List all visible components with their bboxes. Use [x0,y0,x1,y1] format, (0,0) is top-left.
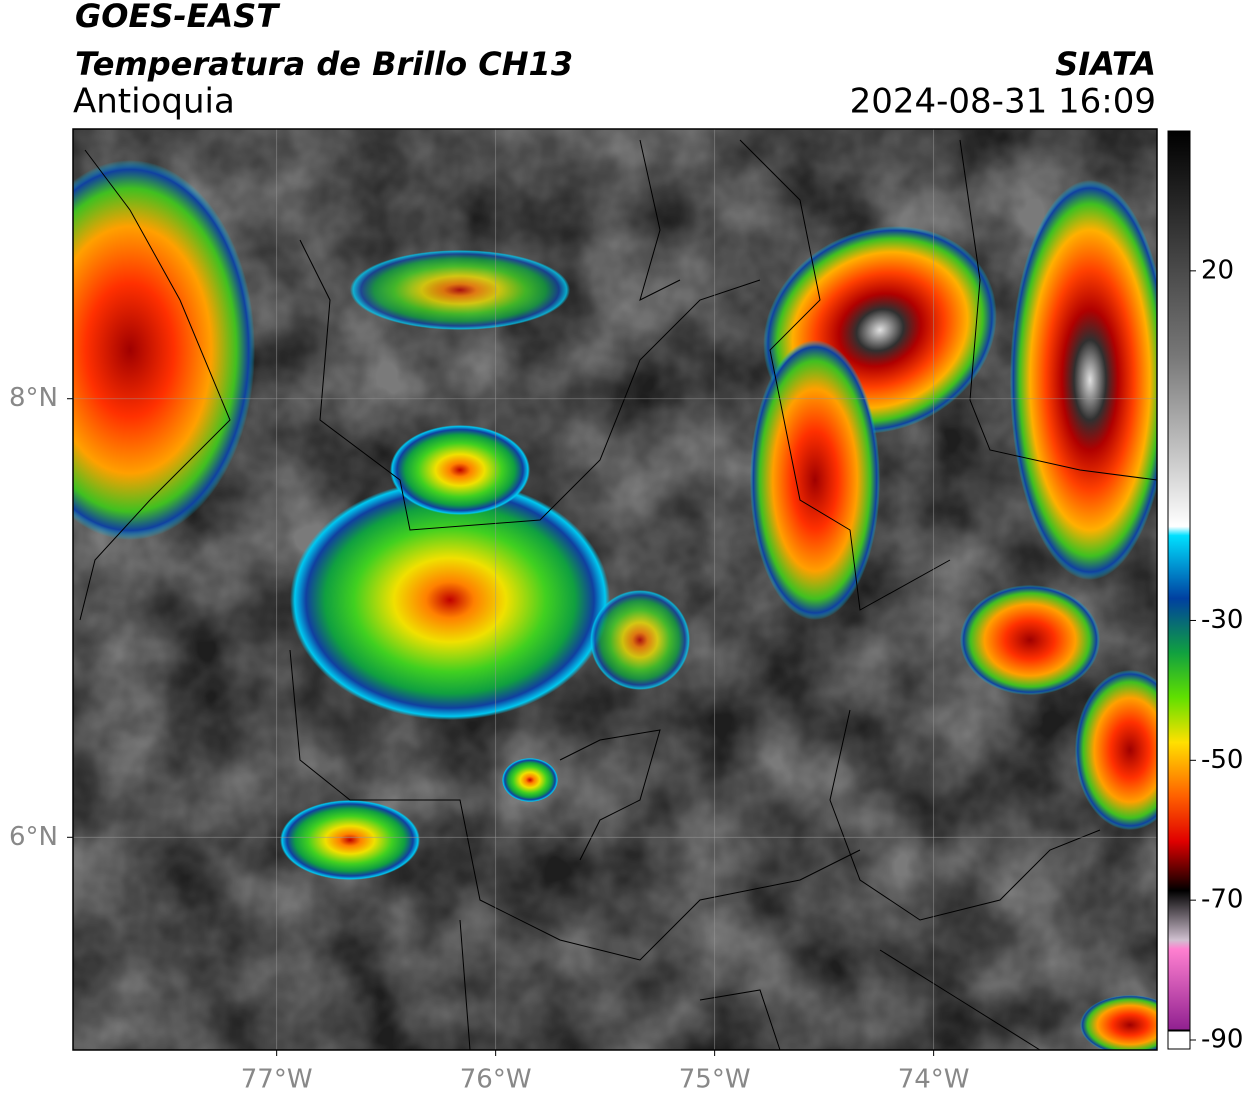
satellite: GOES-EAST [75,0,280,35]
colorbar-frame [1167,130,1191,1031]
map-frame [72,128,1158,1051]
datetime: 2024-08-31 16:09 [850,82,1156,122]
colorbar-tick-label: 20 [1201,255,1234,285]
lat-tick-label: 8°N [9,383,58,413]
source: SIATA [1055,45,1156,83]
product: Temperatura de Brillo CH13 [75,45,573,83]
colorbar [1168,131,1190,1030]
colorbar-tick-label: -50 [1201,745,1243,775]
lon-tick-label: 74°W [898,1065,970,1095]
region: Antioquia [73,82,235,122]
colorbar-tick-label: -70 [1201,885,1243,915]
colorbar-tick-label: -30 [1201,605,1243,635]
colorbar-tick-label: -90 [1201,1025,1243,1055]
imagery [73,129,1157,1050]
colorbar-under [1167,1030,1191,1050]
lon-tick-label: 77°W [241,1065,313,1095]
lon-tick-label: 76°W [460,1065,532,1095]
lon-tick-label: 75°W [679,1065,751,1095]
graticule [67,129,1157,1056]
lat-tick-label: 6°N [9,822,58,852]
